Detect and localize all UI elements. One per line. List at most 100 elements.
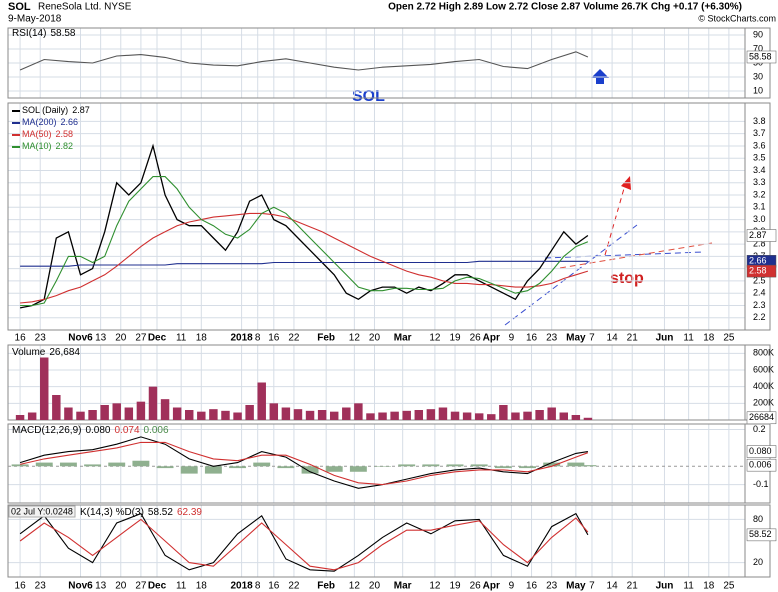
- y-tick-label: 3.2: [753, 189, 766, 199]
- legend: MA(200) 2.66: [22, 117, 78, 127]
- panel-frame: [7, 344, 771, 421]
- y-tick-label: 400K: [753, 381, 774, 391]
- legend-value: 2.66: [61, 117, 79, 127]
- legend-swatch: [12, 146, 20, 148]
- histogram-bar: [84, 464, 102, 467]
- value-tag-label: 0.080: [749, 446, 772, 456]
- legend-name: RSI(14): [12, 28, 46, 39]
- volume-bar: [197, 411, 206, 420]
- volume-bar: [245, 405, 254, 420]
- x-tick-label: 16: [15, 333, 27, 344]
- value-tag-label: 26684: [749, 412, 774, 422]
- histogram-bar: [204, 466, 222, 474]
- x-tick-label: 16: [15, 581, 27, 592]
- x-tick-label: 8: [255, 581, 261, 592]
- histogram-bar: [277, 466, 295, 469]
- x-tick-label: 25: [723, 333, 735, 344]
- x-tick-label: 9: [509, 581, 515, 592]
- x-tick-label: 2018: [230, 581, 253, 592]
- volume-bar: [305, 410, 315, 420]
- x-tick-label: 11: [683, 581, 694, 592]
- histogram-bar: [11, 464, 29, 467]
- volume-bar: [209, 409, 218, 420]
- x-tick-label: 16: [268, 581, 280, 592]
- value-tag-label: 0.006: [749, 460, 772, 470]
- volume-bar: [317, 410, 327, 420]
- legend-value: 58.52: [148, 507, 173, 518]
- histogram-bar: [132, 460, 150, 467]
- x-tick-label: 26: [470, 581, 482, 592]
- legend: RSI(14) 58.58: [12, 28, 76, 39]
- series-line: [19, 512, 589, 572]
- volume-bar: [378, 412, 387, 420]
- volume-bar: [511, 412, 520, 420]
- x-tick-label: 21: [627, 581, 639, 592]
- value-tag-label: 2.66: [749, 256, 767, 266]
- readout-box: [8, 505, 76, 518]
- y-tick-label: 90: [753, 29, 763, 39]
- histogram-bar: [446, 464, 464, 467]
- x-tick-label: Feb: [317, 581, 335, 592]
- value-tag: [746, 50, 777, 64]
- date: 9-May-2018: [8, 14, 62, 25]
- series-line: [19, 51, 589, 71]
- legend-name: Volume: [12, 347, 46, 358]
- y-tick-label: 0.2: [753, 424, 766, 434]
- histogram-bar: [579, 465, 597, 467]
- x-tick-label: 25: [723, 581, 735, 592]
- y-tick-label: -0.1: [753, 479, 769, 489]
- legend: K(14,3) %D(3) 58.52 62.39: [80, 507, 202, 518]
- x-tick-label: Feb: [317, 333, 335, 344]
- volume-bar: [257, 382, 266, 420]
- volume-bar: [52, 395, 61, 420]
- series-line: [19, 441, 589, 486]
- legend-value: 2.82: [56, 141, 74, 151]
- value-tag-label: 58.52: [749, 529, 772, 539]
- value-tag: [746, 264, 777, 278]
- histogram-bar: [470, 464, 488, 467]
- volume-bar: [40, 357, 49, 420]
- x-tick-label: 9: [509, 333, 515, 344]
- value-tag-label: 2.87: [749, 230, 767, 240]
- legend-name: MA(50): [22, 129, 52, 139]
- x-tick-label: 22: [288, 333, 300, 344]
- volume-bar: [583, 417, 593, 420]
- series-line: [20, 260, 588, 267]
- legend-name: MACD(12,26,9): [12, 425, 81, 436]
- volume-bar: [535, 410, 544, 420]
- x-tick-label: 23: [546, 333, 558, 344]
- series-line: [19, 436, 588, 489]
- y-tick-label: 30: [753, 71, 763, 81]
- x-tick-label: 11: [683, 333, 694, 344]
- volume-bar: [100, 405, 109, 420]
- annotation: SOL: [352, 88, 385, 105]
- volume-bar: [559, 412, 568, 420]
- x-tick-label: 22: [288, 581, 300, 592]
- x-tick-label: 11: [176, 333, 187, 344]
- histogram-bar: [325, 466, 343, 472]
- volume-bar: [124, 407, 134, 420]
- value-tag: [746, 458, 777, 472]
- x-tick-label: 11: [176, 581, 187, 592]
- volume-bar: [426, 409, 436, 420]
- histogram-bar: [422, 464, 440, 467]
- value-tag: [746, 528, 777, 542]
- x-tick-label: 16: [268, 333, 280, 344]
- volume-bar: [523, 411, 532, 420]
- x-tick-label: 14: [607, 333, 619, 344]
- x-tick-label: 27: [135, 333, 147, 344]
- histogram-bar: [229, 466, 247, 469]
- histogram-bar: [567, 462, 585, 467]
- y-tick-label: 3.7: [753, 128, 766, 138]
- volume-bar: [402, 410, 411, 420]
- x-tick-label: Jun: [656, 581, 674, 592]
- value-tag-label: 2.58: [749, 265, 767, 275]
- x-tick-label: 12: [429, 581, 441, 592]
- legend-value: 0.074: [115, 425, 140, 436]
- legend: SOL (Daily) 2.87: [22, 105, 90, 115]
- legend-swatch: [12, 110, 20, 112]
- trendline: [559, 242, 713, 269]
- x-tick-label: 13: [95, 333, 107, 344]
- volume-bar: [390, 411, 399, 420]
